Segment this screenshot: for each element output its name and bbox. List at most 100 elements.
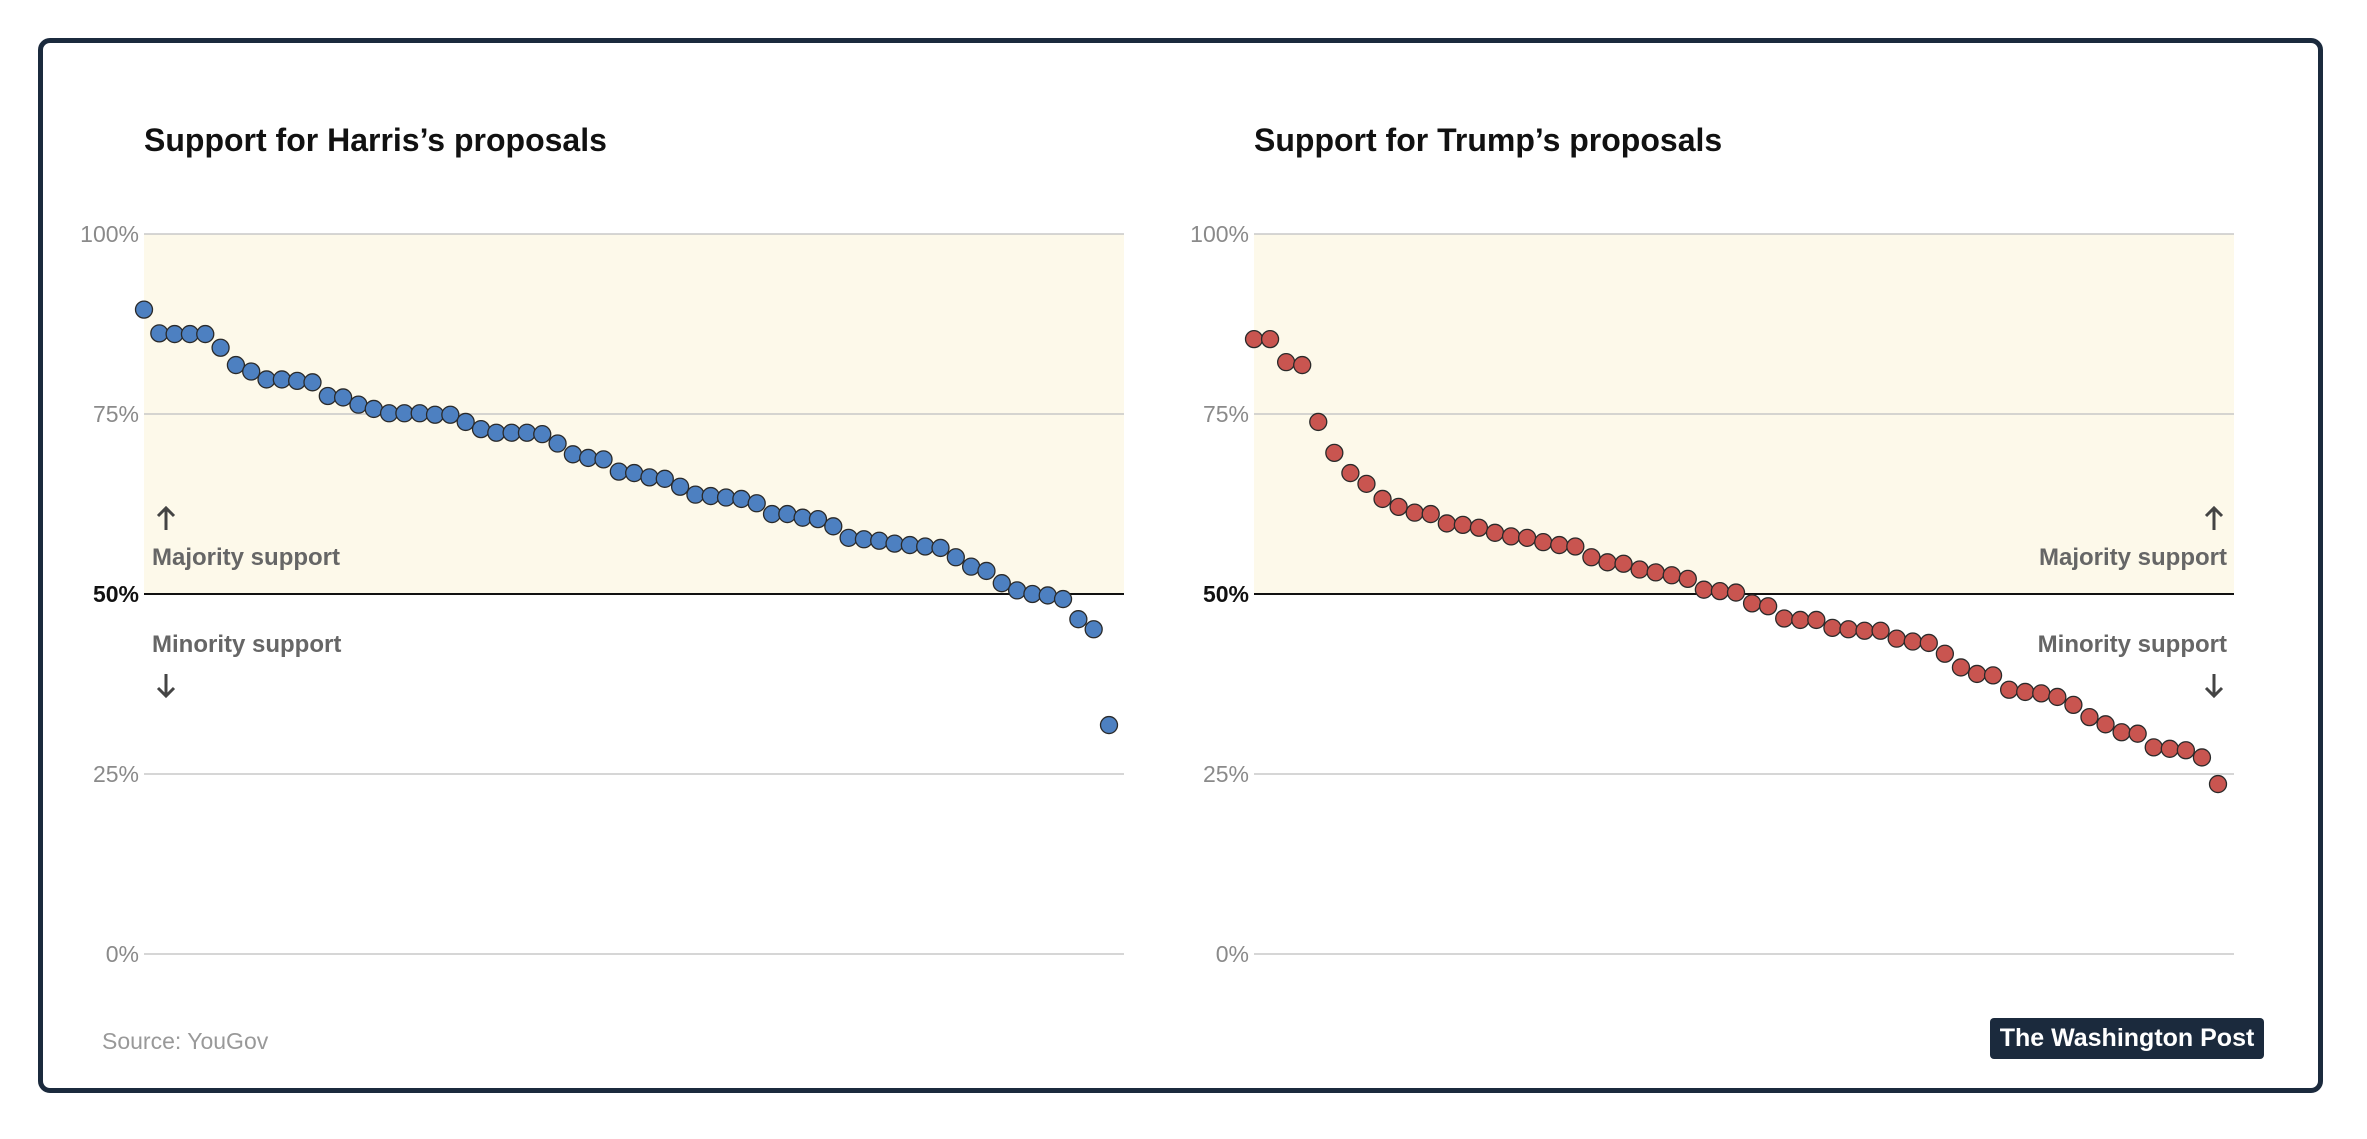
harris-data-point [594,450,613,469]
trump-data-point [1919,633,1938,653]
harris-data-point [456,412,475,432]
harris-data-point [885,534,904,553]
trump-data-point [2048,687,2067,707]
harris-data-point [211,338,230,357]
harris-data-point [686,485,705,504]
harris-data-point [640,468,659,487]
trump-data-point [1598,553,1617,572]
harris-y-tick-label: 0% [106,941,139,967]
trump-data-point [2032,684,2051,703]
harris-data-point [961,557,981,576]
trump-data-point [2160,739,2179,758]
trump-data-point [1983,666,2003,685]
harris-data-point [303,373,322,392]
arrow-down-icon [2204,674,2224,699]
harris-data-point [579,448,598,468]
harris-data-point [1007,581,1027,600]
harris-data-point [670,477,690,496]
harris-data-point [272,370,292,389]
trump-data-point [1999,680,2019,699]
harris-data-point [548,434,567,453]
trump-data-point [1726,583,1746,602]
harris-data-point [242,362,261,381]
harris-data-point [441,405,460,424]
trump-y-tick-label: 50% [1203,581,1249,607]
harris-y-tick-label: 75% [93,401,139,427]
harris-data-point [931,538,950,558]
harris-data-point [1023,584,1042,604]
trump-data-point [1807,610,1826,630]
harris-data-point [257,370,276,389]
trump-data-point [1694,580,1714,599]
arrow-down-icon [156,674,176,699]
harris-data-point [318,386,337,406]
trump-data-point [2064,695,2083,715]
source-note: Source: YouGov [102,1028,269,1054]
harris-data-point [196,324,215,344]
trump-data-point [1791,610,1810,630]
trump-data-point [1967,664,1987,684]
harris-data-point [395,404,414,423]
trump-data-point [1614,554,1633,573]
trump-data-point [1517,528,1537,547]
harris-chart-title: Support for Harris’s proposals [144,122,607,158]
trump-data-point [1646,563,1665,582]
harris-data-point [517,423,537,442]
trump-data-point [1550,535,1569,555]
harris-data-point [134,300,154,319]
harris-data-point [1084,620,1103,639]
harris-data-point [1069,610,1088,629]
trump-data-point [1855,621,1874,640]
harris-data-point [946,548,965,567]
trump-data-point [1309,412,1328,432]
trump-data-point [1437,514,1456,533]
trump-data-point [1758,597,1778,616]
trump-y-tick-label: 0% [1216,941,1249,967]
trump-data-point [1389,497,1408,517]
trump-data-point [1357,474,1376,493]
trump-data-point [2208,774,2228,794]
harris-y-tick-label: 25% [93,761,139,787]
harris-minority-label: Minority support [152,631,341,658]
trump-data-point [1951,658,1971,677]
harris-data-point [808,509,828,529]
harris-data-point [778,504,797,524]
trump-data-point [1903,632,1922,651]
harris-data-point [793,508,812,527]
trump-minority-label: Minority support [2038,631,2227,658]
trump-y-tick-label: 100% [1190,221,1249,247]
trump-data-point [1325,443,1344,463]
harris-data-point [410,404,429,423]
harris-y-tick-label: 100% [80,221,139,247]
harris-data-point [747,494,766,513]
trump-data-point [1566,537,1585,556]
harris-data-point [609,462,628,481]
trump-data-point [2016,682,2035,702]
harris-data-point [1099,715,1119,735]
harris-data-point [1053,589,1073,609]
harris-data-point [701,486,720,506]
harris-data-point [732,489,751,509]
trump-data-point [1453,515,1473,535]
trump-data-point [1887,629,1906,648]
harris-data-point [533,425,552,444]
harris-data-point [977,561,996,581]
harris-data-point [425,405,445,424]
trump-chart-title: Support for Trump’s proposals [1254,122,1723,158]
harris-data-point [180,324,200,344]
trump-data-point [1244,329,1264,349]
trump-data-point [1630,560,1649,579]
harris-data-point [762,504,782,524]
harris-data-point [502,423,521,442]
trump-data-point [1421,504,1440,524]
harris-data-point [349,395,368,414]
trump-data-point [2096,715,2115,734]
trump-data-point [1276,353,1296,372]
trump-y-tick-label: 25% [1203,761,1249,787]
trump-data-point [1582,548,1601,567]
trump-data-point [2080,707,2099,727]
trump-data-point [2128,724,2147,743]
harris-data-point [824,517,843,536]
harris-data-point [471,419,491,439]
